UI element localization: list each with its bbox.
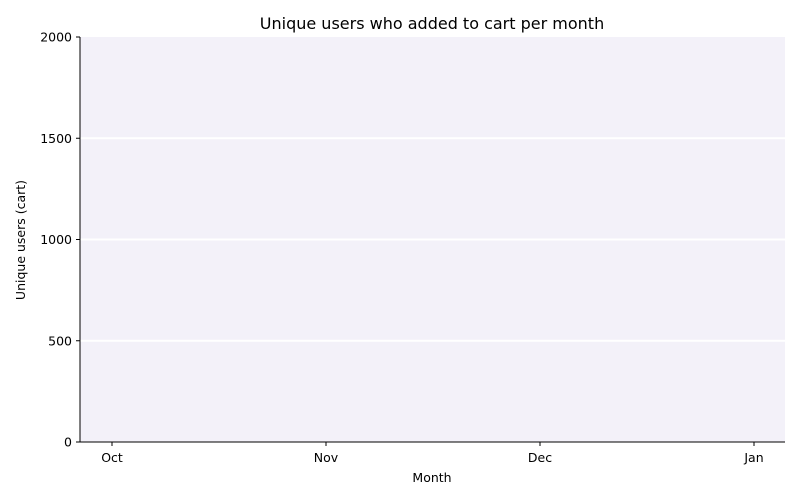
x-axis-ticks: Oct Nov Dec Jan [101,442,764,465]
y-axis-label: Unique users (cart) [13,180,28,300]
y-tick-label: 1000 [40,232,72,247]
x-tick-label: Jan [743,450,763,465]
y-tick-label: 1500 [40,131,72,146]
y-tick-label: 0 [64,435,72,450]
y-tick-label: 500 [48,333,72,348]
x-axis-label: Month [412,470,451,485]
x-tick-label: Oct [101,450,123,465]
chart-title: Unique users who added to cart per month [260,14,604,33]
x-tick-label: Nov [314,450,339,465]
y-gridlines [80,137,785,342]
y-axis-ticks: 0 500 1000 1500 2000 [40,30,80,450]
x-tick-label: Dec [528,450,552,465]
y-tick-label: 2000 [40,30,72,45]
